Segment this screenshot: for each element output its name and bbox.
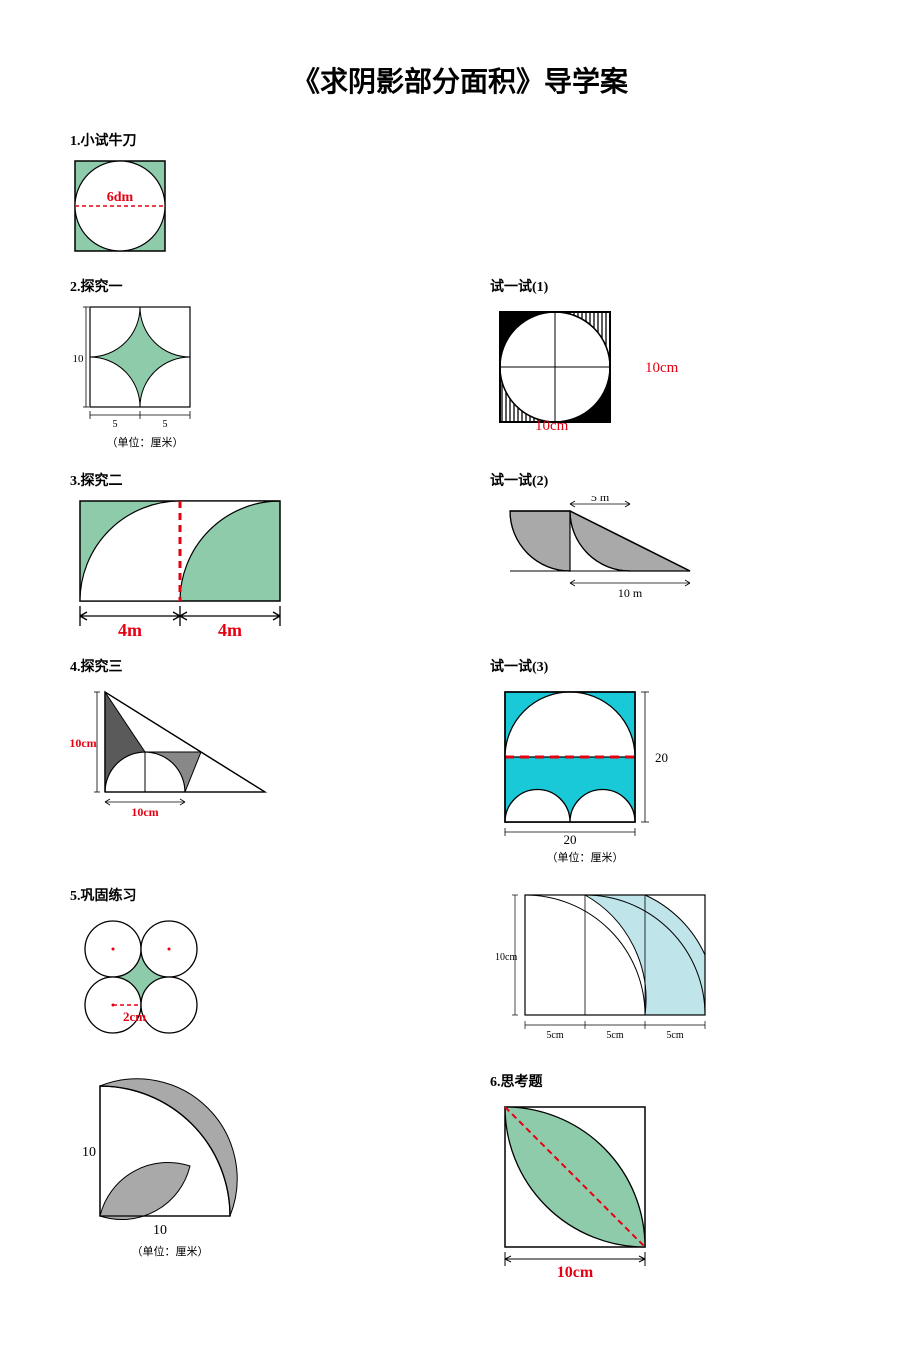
s4-h: 10cm [131,805,158,819]
s5-dim: 2cm [123,1009,146,1024]
s5b-figure: 10 10 [70,1071,250,1241]
t2-top: 5 m [591,496,610,504]
t3-figure: 20 20 [490,682,690,847]
s1-figure: 6dm [70,156,190,256]
t3-v: 20 [655,750,668,765]
t2-label: 试一试(2) [490,470,850,490]
t1-figure: 10cm 10cm [490,302,690,432]
t3-h: 20 [564,832,577,847]
s5b-v: 10 [82,1145,96,1160]
t5-h3: 5cm [666,1030,683,1041]
s4-label: 4.探究三 [70,656,430,676]
s5b-caption: （单位：厘米） [90,1243,250,1259]
s2-caption: （单位：厘米） [70,434,220,450]
s4-v: 10cm [70,736,97,750]
s2-h1: 5 [113,419,118,430]
t5-h1: 5cm [546,1030,563,1041]
t1-v: 10cm [645,360,679,376]
s2-side: 10 [73,353,85,365]
s4-figure: 10cm 10cm [70,682,290,832]
s1-dim: 6dm [107,190,134,205]
s5-figure: 2cm [70,911,220,1051]
t2-figure: 5 m 10 m [490,496,720,616]
s2-figure: 10 5 5 [70,302,220,432]
t5-v: 10cm [495,952,517,963]
t2-bot: 10 m [618,586,643,600]
t3-caption: （单位：厘米） [505,849,665,865]
t1-h: 10cm [535,418,569,432]
s2-h2: 5 [163,419,168,430]
page-title: 《求阴影部分面积》导学案 [70,60,850,100]
s3-label: 3.探究二 [70,470,430,490]
s6-dim: 10cm [557,1264,594,1277]
s1-label: 1.小试牛刀 [70,130,430,150]
s3-d1: 4m [118,620,142,636]
t1-label: 试一试(1) [490,276,850,296]
s5-label: 5.巩固练习 [70,885,430,905]
s3-d2: 4m [218,620,242,636]
t3-label: 试一试(3) [490,656,850,676]
s6-figure: 10cm [490,1097,690,1277]
t5-h2: 5cm [606,1030,623,1041]
s2-label: 2.探究一 [70,276,430,296]
t5-figure: 10cm 5cm 5cm 5cm [490,885,720,1045]
s5b-h: 10 [153,1223,167,1238]
s6-label: 6.思考题 [490,1071,850,1091]
s3-figure: 4m 4m [70,496,300,636]
